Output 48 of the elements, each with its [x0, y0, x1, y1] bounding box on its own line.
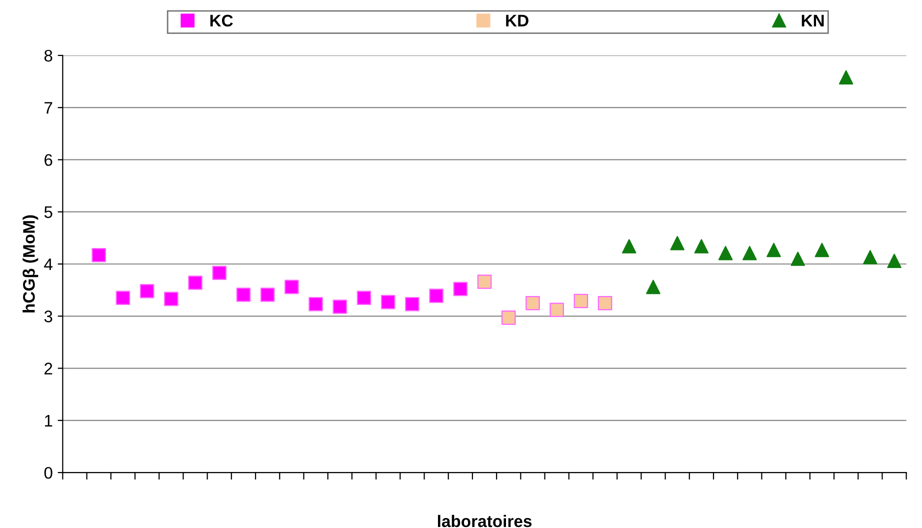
y-axis-title: hCGβ (MoM)	[22, 215, 38, 312]
y-tick-label: 4	[44, 258, 52, 270]
point	[718, 246, 733, 260]
y-tick-label: 6	[44, 154, 52, 166]
point	[838, 70, 854, 84]
point	[574, 294, 588, 308]
point	[670, 236, 684, 250]
point	[646, 280, 660, 294]
point	[116, 290, 130, 306]
point	[188, 276, 202, 290]
point	[526, 296, 540, 310]
point	[550, 302, 564, 318]
point	[92, 248, 106, 262]
point	[212, 266, 227, 280]
point	[477, 274, 492, 289]
legend-label: KC	[210, 14, 233, 27]
point	[429, 288, 444, 303]
point	[694, 239, 709, 254]
point	[453, 282, 468, 296]
point	[766, 242, 781, 258]
point	[260, 288, 275, 302]
x-axis-title: laboratoires	[438, 514, 532, 528]
point	[284, 280, 299, 294]
y-tick-label: 5	[44, 206, 52, 218]
point	[164, 292, 178, 306]
point	[814, 242, 830, 258]
point	[236, 288, 251, 302]
y-tick-label: 7	[44, 102, 52, 114]
point	[308, 297, 323, 312]
point	[622, 239, 636, 254]
point	[742, 246, 757, 260]
y-tick-label: 8	[44, 50, 52, 62]
point	[863, 250, 878, 264]
legend-label: KN	[802, 14, 824, 26]
y-tick-label: 2	[44, 362, 52, 374]
point	[598, 296, 612, 310]
point	[405, 297, 420, 312]
point	[887, 254, 902, 268]
y-tick-label: 0	[44, 466, 52, 479]
y-tick-label: 1	[44, 414, 52, 426]
legend-label: KD	[506, 14, 528, 26]
y-tick-label: 3	[44, 310, 52, 322]
point	[140, 284, 154, 298]
point	[790, 252, 806, 266]
point	[332, 300, 348, 314]
point	[356, 290, 372, 306]
point	[501, 310, 516, 325]
point	[380, 294, 396, 310]
